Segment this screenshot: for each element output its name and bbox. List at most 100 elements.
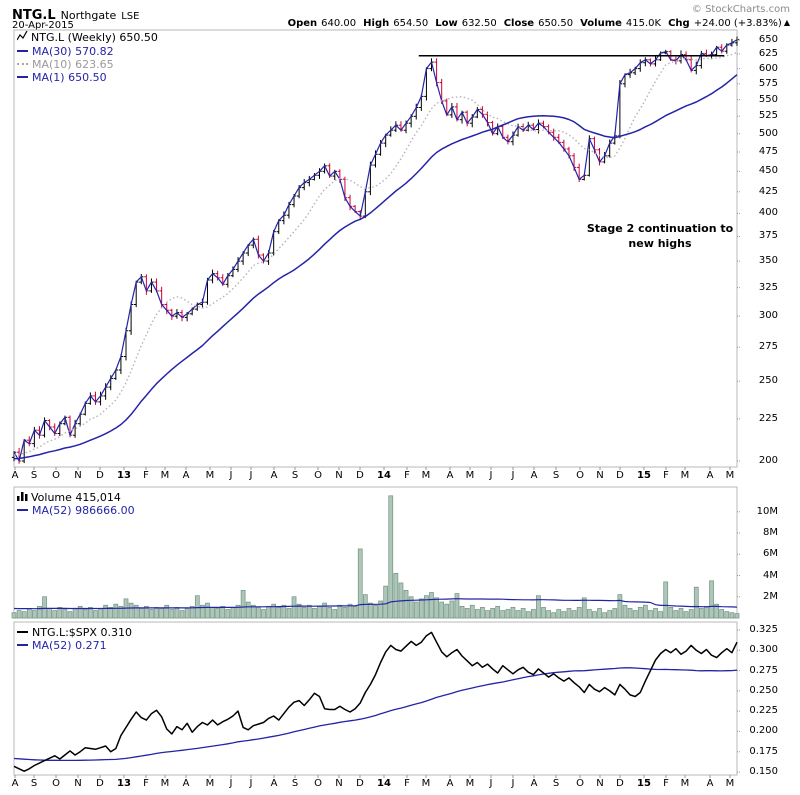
ratio-legend-title: NTG.L:$SPX 0.310 (17, 626, 132, 639)
price-legend-ma30: MA(30) 570.82 (17, 45, 114, 58)
x-axis-label: O (52, 470, 60, 481)
price-axis-label: 425 (758, 185, 778, 197)
open-label: Open (287, 18, 318, 29)
x-axis-label: M (465, 778, 475, 789)
price-axis-label: 650 (758, 34, 778, 45)
close-label: Close (503, 18, 535, 29)
volume-label: Volume (580, 18, 622, 29)
x-axis-label: A (182, 470, 190, 481)
x-axis-label: M (421, 778, 431, 789)
volume-axis-label: 2M (763, 590, 778, 602)
x-axis-label: J (229, 470, 233, 481)
ratio-axis-label: 0.225 (749, 705, 778, 717)
line-chart-type-icon (17, 31, 28, 43)
price-legend-title: NTG.L (Weekly) 650.50 (17, 31, 158, 44)
price-axis-label: 500 (758, 127, 778, 139)
x-axis-label: N (74, 778, 82, 789)
price-axis-label: 575 (758, 77, 778, 89)
x-axis-label: D (356, 470, 364, 481)
x-axis-label: J (249, 470, 253, 481)
x-axis-label: F (143, 778, 149, 789)
price-axis-label: 300 (758, 310, 778, 322)
quote-bar: Open 640.00 High 654.50 Low 632.50 Close 650.50… (288, 18, 790, 29)
price-axis-label: 375 (758, 230, 778, 242)
ratio-axis-label: 0.175 (749, 745, 778, 757)
x-axis-label: A (446, 778, 454, 789)
x-axis-label: M (465, 470, 475, 481)
x-axis-label: J (511, 470, 515, 481)
volume-bars-icon (17, 492, 28, 503)
price-axis-label: 525 (758, 110, 778, 122)
low-label: Low (435, 18, 458, 29)
x-axis-label: N (335, 470, 343, 481)
x-axis-label: J (229, 778, 233, 789)
ratio-axis-label: 0.250 (749, 684, 778, 696)
ratio-ma-swatch-icon (17, 644, 28, 646)
x-axis-label: S (30, 470, 38, 481)
x-axis-label: F (663, 470, 669, 481)
x-axis-label: N (596, 778, 604, 789)
volume-legend-title: Volume 415,014 (17, 491, 121, 504)
x-axis-label: A (270, 470, 278, 481)
price-axis-label: 475 (758, 146, 778, 158)
volume-axis-label: 8M (763, 527, 778, 538)
volume-legend-ma: MA(52) 986666.00 (17, 504, 135, 517)
x-axis-label: A (706, 778, 714, 789)
x-axis-label: 14 (377, 778, 391, 789)
ratio-axis-label: 0.300 (749, 644, 778, 656)
x-axis-label: 15 (637, 470, 651, 481)
price-axis-label: 450 (758, 165, 778, 177)
price-axis-label: 600 (758, 62, 778, 74)
company-name: Northgate (60, 9, 117, 22)
x-axis-label: M (160, 778, 170, 789)
x-axis-label: M (205, 470, 215, 481)
price-axis-label: 550 (758, 93, 778, 105)
change-value: +24.00 (+3.83%) (693, 18, 782, 29)
price-axis-label: 400 (758, 207, 778, 219)
change-label: Chg (668, 18, 690, 29)
exchange-name: LSE (121, 11, 140, 22)
x-axis-label: M (725, 470, 735, 481)
x-axis-label: J (511, 778, 515, 789)
x-axis-label: O (576, 778, 584, 789)
x-axis-label: D (96, 470, 104, 481)
x-axis-label: 13 (117, 778, 131, 789)
x-axis-label: A (270, 778, 278, 789)
ratio-legend-ma: MA(52) 0.271 (17, 639, 107, 652)
high-value: 654.50 (393, 18, 429, 29)
x-axis-label: O (576, 470, 584, 481)
volume-axis-label: 4M (763, 569, 778, 581)
change-up-arrow-icon: ▲ (783, 18, 790, 27)
price-axis-label: 225 (758, 412, 778, 424)
x-axis-label: A (11, 778, 19, 789)
x-axis-label: D (616, 778, 624, 789)
price-legend-ma1: MA(1) 650.50 (17, 71, 107, 84)
x-axis-label: A (530, 470, 538, 481)
x-axis-label: D (616, 470, 624, 481)
x-axis-label: A (706, 470, 714, 481)
volume-axis-label: 6M (763, 548, 778, 560)
price-axis-label: 625 (758, 48, 778, 59)
x-axis-label: M (725, 778, 735, 789)
x-axis-label: S (552, 470, 560, 481)
x-axis-label: M (680, 470, 690, 481)
ma30-swatch-icon (17, 50, 28, 52)
x-axis-label: S (30, 778, 38, 789)
x-axis-label: M (160, 470, 170, 481)
low-value: 632.50 (461, 18, 497, 29)
ratio-axis-label: 0.150 (749, 766, 778, 777)
volume-value: 415.0K (625, 18, 662, 29)
ratio-axis-label: 0.275 (749, 664, 778, 676)
x-axis-label: S (552, 778, 560, 789)
x-axis-label: M (205, 778, 215, 789)
price-legend-ma10: MA(10) 623.65 (17, 58, 114, 71)
x-axis-label: A (11, 470, 19, 481)
ratio-line-swatch-icon (17, 631, 28, 633)
price-axis-label: 200 (758, 455, 778, 466)
x-axis-label: A (182, 778, 190, 789)
chart-date: 20-Apr-2015 (12, 20, 74, 31)
x-axis-label: 15 (637, 778, 651, 789)
x-axis-label: 13 (117, 470, 131, 481)
volume-axis-label: 10M (756, 505, 778, 517)
